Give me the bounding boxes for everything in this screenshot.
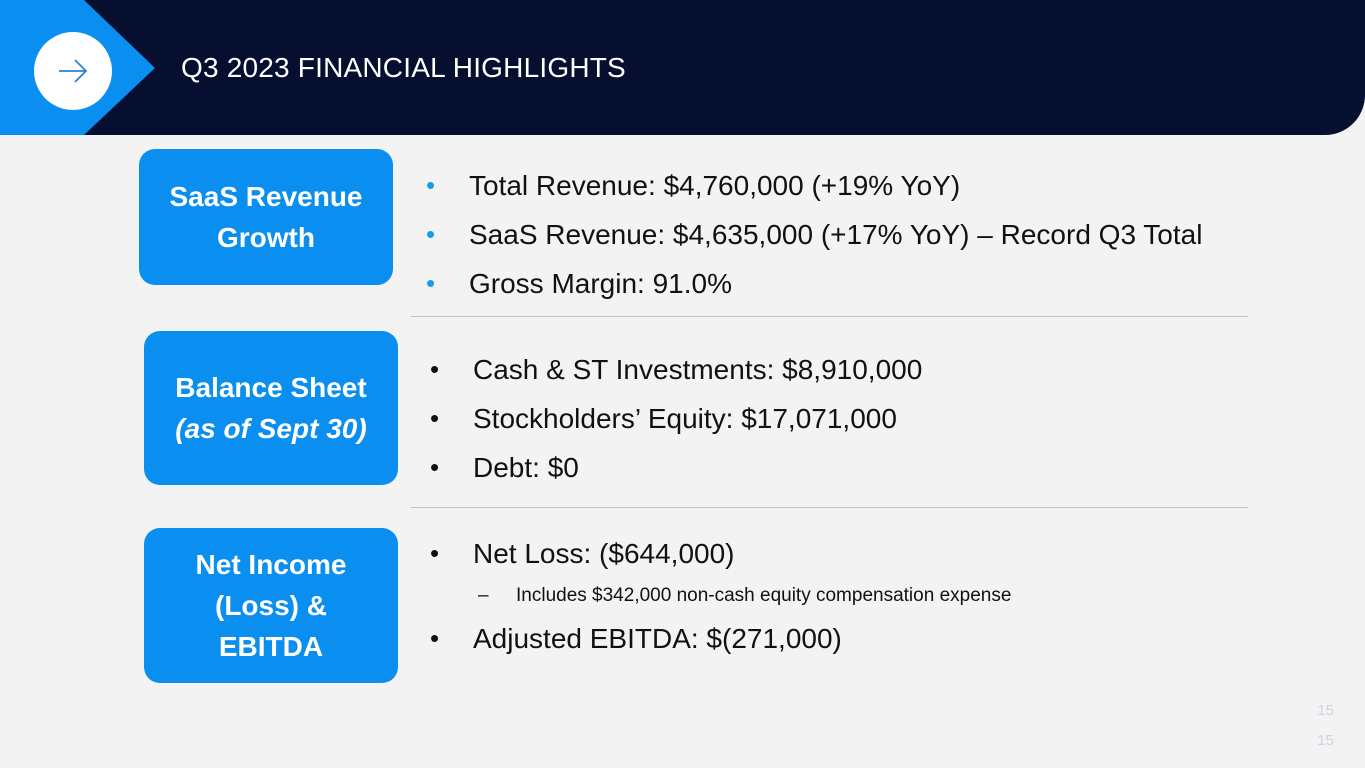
bullet-dot: • — [430, 623, 440, 653]
bullet-text: Net Loss: ($644,000) — [473, 538, 735, 569]
income-label-line: EBITDA — [218, 631, 324, 662]
saas-label-text: SaaS Revenue Growth — [169, 181, 363, 253]
header-icon-circle — [34, 32, 112, 110]
divider — [411, 316, 1248, 317]
page-number: 15 — [1317, 702, 1334, 719]
bullet-total-revenue: • Total Revenue: $4,760,000 (+19% YoY) — [426, 161, 1202, 210]
sub-bullet-equity-comp: – Includes $342,000 non-cash equity compe… — [430, 578, 1011, 614]
balance-label-text: Balance Sheet — [175, 372, 367, 403]
balance-bullet-list: • Cash & ST Investments: $8,910,000 • Stoc… — [430, 345, 922, 492]
balance-label-subtext: (as of Sept 30) — [175, 413, 367, 444]
income-label-line: (Loss) & — [215, 590, 327, 621]
bullet-saas-revenue: • SaaS Revenue: $4,635,000 (+17% YoY) – R… — [426, 210, 1202, 259]
bullet-dot: • — [426, 268, 436, 298]
bullet-equity: • Stockholders’ Equity: $17,071,000 — [430, 394, 922, 443]
sub-bullet-text: Includes $342,000 non-cash equity compen… — [516, 585, 1012, 606]
bullet-dot: • — [426, 219, 436, 249]
arrow-right-icon — [59, 59, 88, 83]
page-number: 15 — [1317, 732, 1334, 749]
bullet-text: Stockholders’ Equity: $17,071,000 — [473, 403, 897, 434]
net-income-ebitda-label: Net Income (Loss) & EBITDA — [144, 528, 398, 683]
bullet-adjusted-ebitda: • Adjusted EBITDA: $(271,000) — [430, 614, 1011, 663]
divider — [411, 507, 1248, 508]
bullet-dot: • — [430, 403, 440, 433]
sub-bullet-dash: – — [478, 585, 489, 606]
bullet-dot: • — [430, 354, 440, 384]
bullet-dot: • — [426, 170, 436, 200]
bullet-text: Cash & ST Investments: $8,910,000 — [473, 354, 923, 385]
bullet-text: Debt: $0 — [473, 452, 579, 483]
bullet-dot: • — [430, 452, 440, 482]
header-bar — [0, 0, 1365, 135]
saas-revenue-growth-label: SaaS Revenue Growth — [139, 149, 393, 285]
page-title: Q3 2023 FINANCIAL HIGHLIGHTS — [181, 52, 626, 83]
bullet-dot: • — [430, 538, 440, 568]
balance-sheet-label: Balance Sheet (as of Sept 30) — [144, 331, 398, 485]
bullet-text: Gross Margin: 91.0% — [469, 268, 732, 299]
income-bullet-list: • Net Loss: ($644,000) – Includes $342,000… — [430, 529, 1011, 663]
bullet-debt: • Debt: $0 — [430, 443, 922, 492]
bullet-text: Total Revenue: $4,760,000 (+19% YoY) — [469, 170, 961, 201]
bullet-net-loss: • Net Loss: ($644,000) — [430, 529, 1011, 578]
bullet-cash: • Cash & ST Investments: $8,910,000 — [430, 345, 922, 394]
saas-bullet-list: • Total Revenue: $4,760,000 (+19% YoY) • S… — [426, 161, 1202, 308]
bullet-text: Adjusted EBITDA: $(271,000) — [473, 623, 842, 654]
bullet-text: SaaS Revenue: $4,635,000 (+17% YoY) – Re… — [469, 219, 1203, 250]
income-label-line: Net Income — [195, 549, 347, 580]
bullet-gross-margin: • Gross Margin: 91.0% — [426, 259, 1202, 308]
